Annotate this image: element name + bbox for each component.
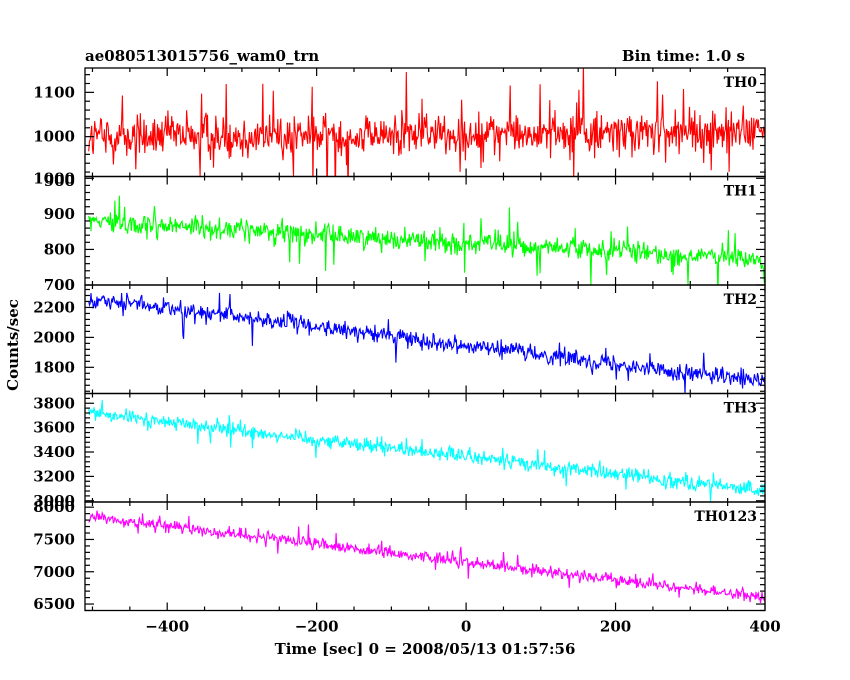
panel-label-th2: TH2 bbox=[724, 292, 757, 308]
y-tick-label: 800 bbox=[44, 240, 75, 258]
series-th3 bbox=[88, 399, 765, 502]
panel-th3: 3800 3600 3400 3200 3000 TH3 bbox=[33, 392, 766, 510]
y-tick-label: 7000 bbox=[33, 563, 75, 581]
y-tick-label: 1100 bbox=[33, 83, 75, 101]
x-axis-title: Time [sec] 0 = 2008/05/13 01:57:56 bbox=[275, 640, 576, 658]
x-tick-label: −200 bbox=[295, 618, 339, 636]
y-tick-label: 3400 bbox=[33, 443, 75, 461]
x-tick-label: 0 bbox=[461, 618, 471, 636]
y-tick-label: 1000 bbox=[33, 128, 75, 146]
series-th0 bbox=[88, 68, 765, 177]
bin-time-label: Bin time: 1.0 s bbox=[622, 47, 745, 65]
y-tick-label: 8000 bbox=[33, 498, 75, 516]
y-tick-label: 2000 bbox=[33, 328, 75, 346]
panel-label-th1: TH1 bbox=[724, 184, 757, 200]
plot-title: ae080513015756_wam0_trn bbox=[85, 47, 319, 65]
panel-label-th0123: TH0123 bbox=[694, 509, 757, 525]
panel-frame bbox=[84, 501, 766, 612]
panel-label-th0: TH0 bbox=[724, 75, 758, 91]
y-tick-label: 7500 bbox=[33, 530, 75, 548]
y-tick-label: 900 bbox=[44, 205, 75, 223]
x-tick-label: −400 bbox=[145, 618, 189, 636]
y-tick-label: 3800 bbox=[33, 394, 75, 412]
x-tick-label: 200 bbox=[600, 618, 631, 636]
y-tick-label: 1800 bbox=[33, 358, 75, 376]
panel-frame bbox=[84, 284, 766, 395]
y-tick-label: 700 bbox=[44, 276, 75, 294]
x-axis: −400 −200 0 200 400 bbox=[145, 618, 780, 636]
y-tick-label: 1000 bbox=[33, 169, 75, 187]
y-tick-label: 6500 bbox=[33, 595, 75, 613]
y-tick-label: 900 bbox=[44, 172, 75, 190]
panel-th2: 2200 2000 1800 TH2 bbox=[33, 284, 766, 395]
panels-group: 11001000900TH01000900800700TH12200200018… bbox=[33, 67, 766, 613]
panel-frame bbox=[84, 175, 766, 286]
x-tick-label: 400 bbox=[749, 618, 780, 636]
y-tick-label: 2200 bbox=[33, 298, 75, 316]
series-th0123 bbox=[88, 510, 765, 603]
y-tick-label: 3000 bbox=[33, 492, 75, 510]
y-tick-label: 3600 bbox=[33, 419, 75, 437]
y-axis-title: Counts/sec bbox=[4, 299, 22, 391]
panel-th0123: 8000 7500 7000 6500 TH0123 bbox=[33, 498, 766, 613]
panel-label-th3: TH3 bbox=[724, 401, 757, 417]
y-tick-label: 3200 bbox=[33, 467, 75, 485]
series-th1 bbox=[88, 195, 765, 285]
panel-frame bbox=[84, 392, 766, 503]
series-th2 bbox=[88, 292, 765, 394]
